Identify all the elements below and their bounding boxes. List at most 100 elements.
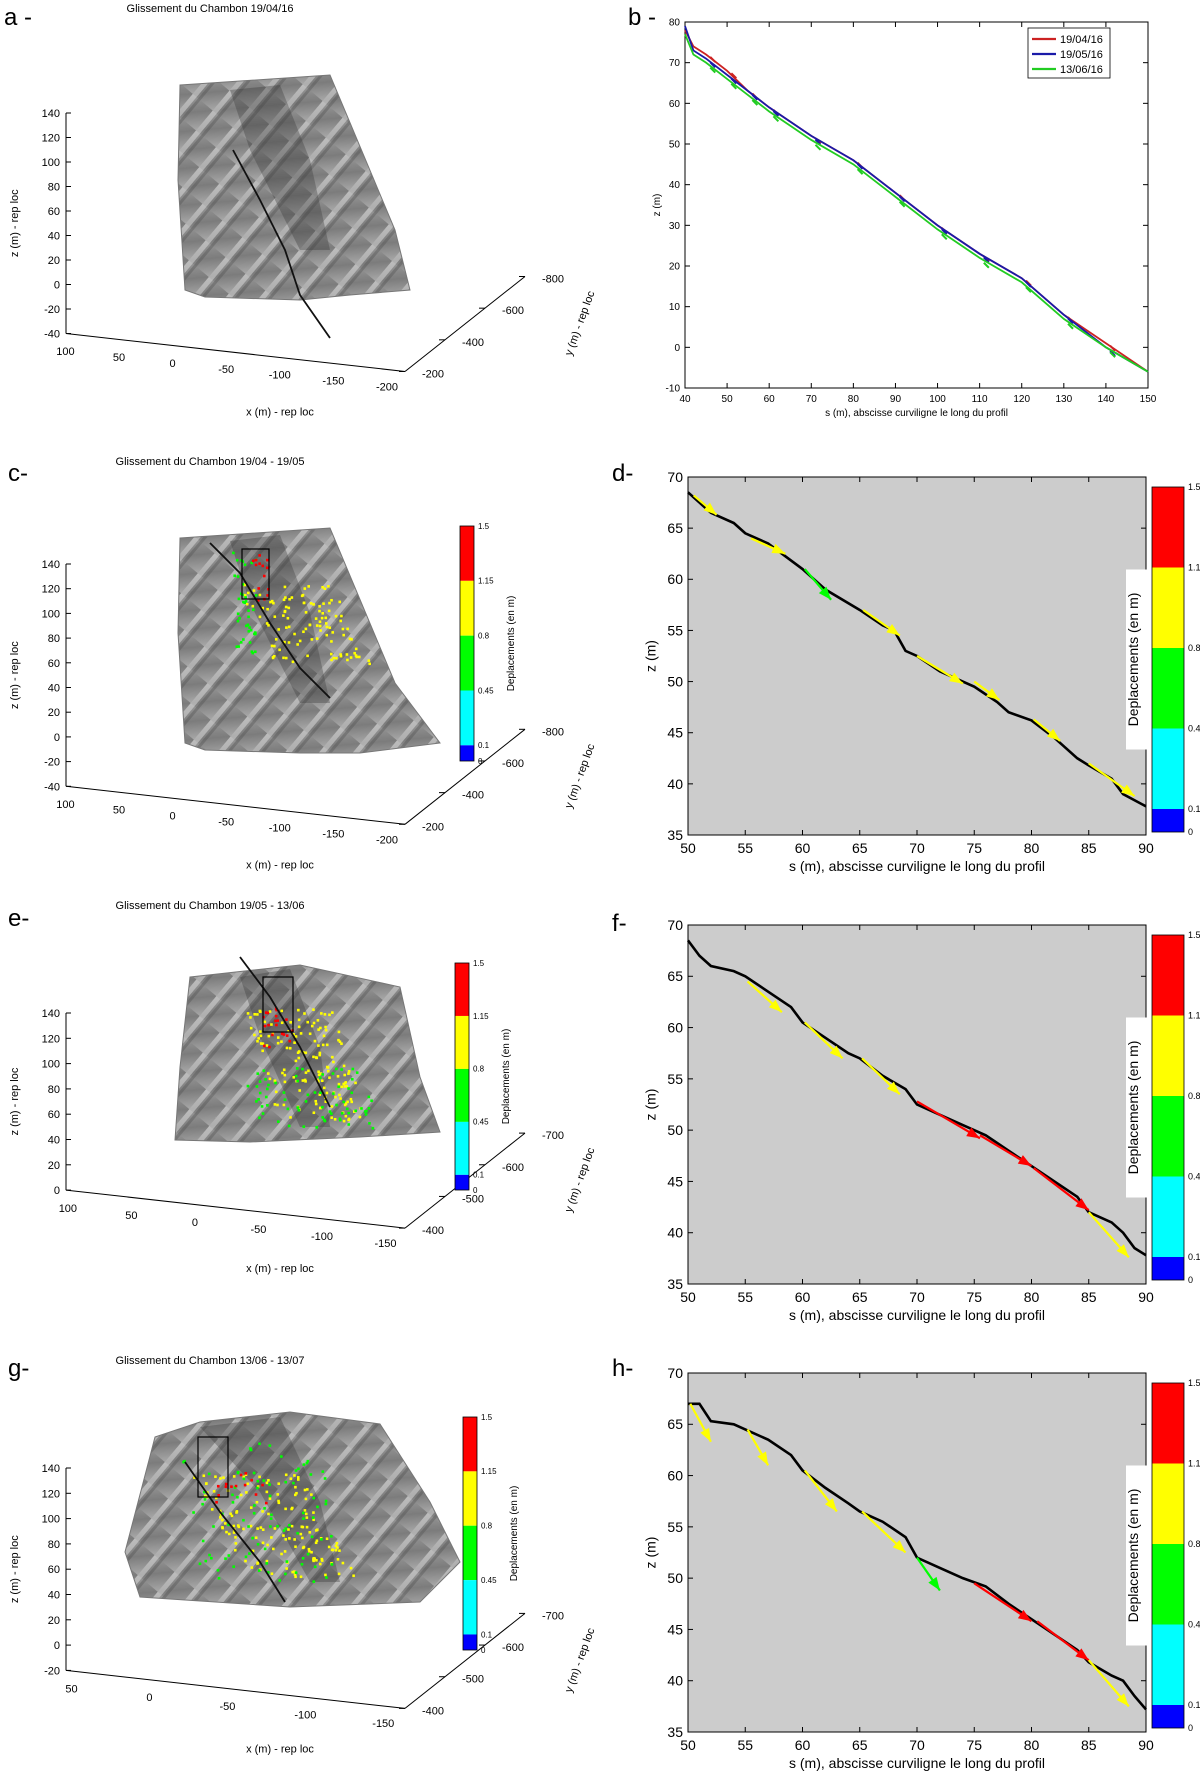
displacement-point-g — [267, 1512, 270, 1516]
series-arrow-19-05-16 — [709, 61, 716, 68]
displacement-point-g — [237, 1525, 241, 1529]
arrow-head-f — [886, 1081, 900, 1095]
displacement-point-c — [340, 614, 343, 618]
y-tick-label-a: -600 — [502, 305, 524, 317]
displacement-point-g — [301, 1525, 305, 1529]
displacement-point-c — [247, 615, 250, 619]
displacement-point-e — [338, 1093, 341, 1097]
series-arrow-13-06-16 — [1025, 286, 1032, 293]
displacement-point-g — [294, 1571, 298, 1574]
series-arrow-13-06-16 — [856, 168, 864, 175]
displacement-point-e — [315, 1126, 318, 1129]
cb3d-c-colorbar-tick: 0.8 — [478, 631, 490, 640]
displacement-point-c — [346, 627, 349, 631]
displacement-point-c — [284, 605, 288, 609]
displacement-point-g — [300, 1562, 304, 1566]
displacement-point-c — [254, 558, 258, 562]
y-axis-label-a: y (m) - rep loc — [563, 289, 598, 357]
displacement-point-g — [324, 1499, 328, 1503]
displacement-point-c — [243, 593, 247, 597]
displacement-point-e — [282, 1091, 286, 1094]
displacement-point-g — [270, 1513, 273, 1517]
displacement-point-c — [328, 601, 331, 605]
displacement-point-e — [324, 1025, 327, 1029]
z-tick-label-e: 60 — [48, 1109, 60, 1121]
panel-label-b: b - — [628, 4, 657, 31]
displacement-point-e — [340, 1068, 343, 1071]
displacement-point-g — [280, 1455, 283, 1458]
x-tick-label-b: 40 — [679, 394, 691, 405]
displacement-point-g — [312, 1556, 316, 1560]
colorbar-label-bg-f — [1126, 1017, 1150, 1198]
displacement-point-g — [208, 1553, 211, 1557]
z-tick-label-e: 0 — [54, 1185, 60, 1197]
displacement-point-g — [312, 1559, 315, 1563]
displacement-point-e — [265, 1044, 269, 1047]
displacement-point-g — [301, 1546, 305, 1550]
displacement-point-g — [296, 1531, 299, 1535]
displacement-point-c — [244, 600, 248, 603]
displacement-point-e — [343, 1073, 346, 1077]
displacement-point-g — [330, 1535, 333, 1538]
displacement-point-c — [272, 601, 275, 605]
displacement-point-g — [284, 1480, 288, 1484]
displacement-point-c — [315, 637, 319, 640]
displacement-point-g — [224, 1522, 227, 1525]
displacement-point-c — [246, 591, 250, 595]
panel-label-f: f- — [612, 910, 627, 937]
displacement-point-e — [249, 1026, 253, 1030]
displacement-point-e — [321, 1073, 324, 1076]
cb3d-g-colorbar-segment — [463, 1634, 477, 1650]
panel-label-a: a - — [4, 4, 33, 31]
displacement-point-g — [264, 1501, 268, 1505]
displacement-point-g — [305, 1488, 309, 1491]
series-arrow-13-06-16 — [1067, 323, 1074, 330]
displacement-point-g — [269, 1525, 272, 1528]
chart-title-c: Glissement du Chambon 19/04 - 19/05 — [116, 456, 305, 468]
displacement-point-e — [319, 1091, 322, 1095]
displacement-point-e — [263, 1024, 267, 1028]
displacement-point-g — [255, 1500, 259, 1504]
displacement-point-g — [316, 1505, 319, 1509]
y-tick-label-f: 70 — [667, 917, 683, 933]
displacement-point-e — [253, 1013, 256, 1016]
displacement-point-g — [217, 1494, 220, 1497]
displacement-point-e — [354, 1109, 358, 1113]
cb3d-c-colorbar-segment — [460, 526, 474, 581]
terrain-surface-e — [174, 964, 441, 1143]
cb-h-colorbar-segment — [1152, 1383, 1184, 1464]
displacement-point-g — [276, 1524, 279, 1528]
panel-label-g: g- — [8, 1355, 30, 1382]
displacement-point-e — [317, 1073, 321, 1077]
displacement-point-g — [242, 1527, 245, 1531]
displacement-point-e — [308, 1032, 312, 1036]
displacement-point-g — [227, 1554, 231, 1557]
z-axis-label-g: z (m) - rep loc — [9, 1535, 21, 1603]
arrow-head-f — [768, 999, 782, 1013]
cb-d-colorbar-segment — [1152, 487, 1184, 568]
y-axis-label-e: y (m) - rep loc — [563, 1146, 598, 1214]
displacement-point-c — [266, 594, 269, 597]
displacement-point-g — [244, 1555, 248, 1559]
displacement-point-e — [335, 1103, 338, 1107]
cb3d-c-colorbar-tick: 0.45 — [478, 686, 494, 695]
displacement-point-c — [355, 655, 359, 659]
x-tick-label-e: -50 — [250, 1224, 266, 1236]
displacement-point-g — [273, 1527, 277, 1530]
x-tick-label-g: -150 — [372, 1718, 394, 1730]
cb3d-c-colorbar-tick: 1.15 — [478, 577, 494, 586]
x-axis-label-g: x (m) - rep loc — [246, 1743, 314, 1755]
displacement-point-g — [284, 1473, 288, 1477]
displacement-point-c — [323, 587, 327, 590]
x-tick-label-c: -100 — [269, 823, 291, 835]
displacement-point-e — [344, 1114, 348, 1118]
displacement-point-c — [315, 624, 319, 627]
displacement-point-e — [340, 1042, 343, 1045]
arrow-head-h — [824, 1498, 837, 1512]
displacement-point-e — [270, 1023, 273, 1026]
displacement-point-g — [256, 1486, 259, 1490]
displacement-point-e — [360, 1107, 363, 1110]
displacement-point-g — [310, 1535, 314, 1539]
displacement-point-c — [339, 653, 342, 656]
displacement-point-g — [236, 1495, 239, 1499]
